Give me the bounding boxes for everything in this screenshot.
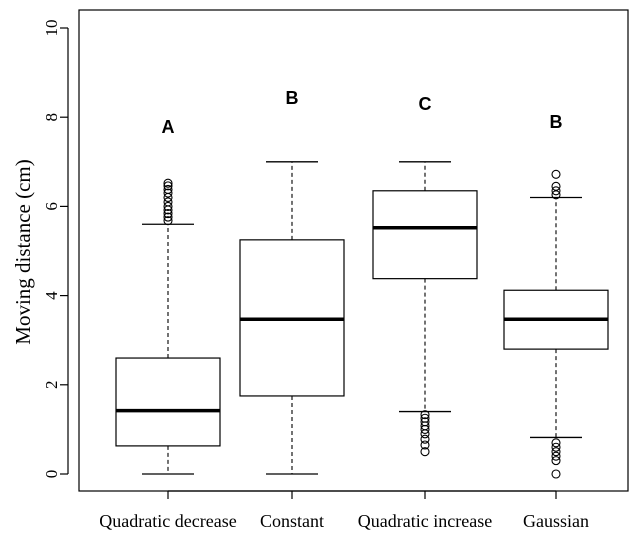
outlier-point	[420, 424, 430, 434]
x-category-label: Constant	[260, 511, 324, 531]
outlier-point	[420, 410, 430, 420]
box-group-3: C Quadratic increase	[358, 94, 492, 531]
outlier-point	[551, 169, 561, 179]
outlier-point	[163, 208, 173, 219]
y-tick-label-10: 10	[42, 20, 61, 37]
outlier-point	[551, 438, 561, 448]
y-tick-label-4: 4	[42, 291, 61, 300]
outlier-point	[420, 447, 430, 457]
y-tick-label-0: 0	[42, 470, 61, 479]
outlier-point	[163, 181, 173, 191]
box	[372, 190, 478, 280]
box-groups: A Quadratic decrease B Constant C Quadratic i…	[99, 88, 609, 531]
significance-letter: B	[550, 112, 563, 132]
outlier-point	[163, 188, 173, 198]
outlier-point	[551, 469, 561, 479]
box	[115, 357, 221, 447]
box-group-1: A Quadratic decrease	[99, 117, 236, 531]
outlier-point	[420, 440, 430, 450]
box-group-4: B Gaussian	[503, 112, 609, 531]
significance-letter: B	[286, 88, 299, 108]
outlier-point	[551, 181, 561, 191]
outlier-point	[163, 201, 173, 211]
y-tick-label-2: 2	[42, 381, 61, 390]
outlier-point	[551, 186, 561, 196]
outlier-point	[163, 184, 173, 195]
outlier-point	[551, 456, 561, 466]
outlier-point	[163, 212, 173, 222]
outlier-point	[420, 429, 430, 439]
y-tick-label-8: 8	[42, 113, 61, 122]
outlier-point	[420, 434, 430, 444]
outlier-point	[551, 442, 561, 452]
x-category-label: Quadratic increase	[358, 511, 492, 531]
outlier-point	[163, 197, 173, 207]
significance-letter: A	[162, 117, 175, 137]
box-group-2: B Constant	[239, 88, 345, 531]
outlier-point	[551, 451, 561, 461]
x-category-label: Quadratic decrease	[99, 511, 236, 531]
outlier-point	[163, 216, 173, 226]
y-tick-label-6: 6	[42, 202, 61, 211]
outlier-point	[551, 447, 561, 457]
y-axis: 0 2 4 6 8 10	[42, 20, 69, 479]
x-category-label: Gaussian	[523, 511, 589, 531]
outlier-point	[163, 178, 173, 188]
significance-letter: C	[419, 94, 432, 114]
y-axis-label: Moving distance (cm)	[11, 159, 35, 344]
